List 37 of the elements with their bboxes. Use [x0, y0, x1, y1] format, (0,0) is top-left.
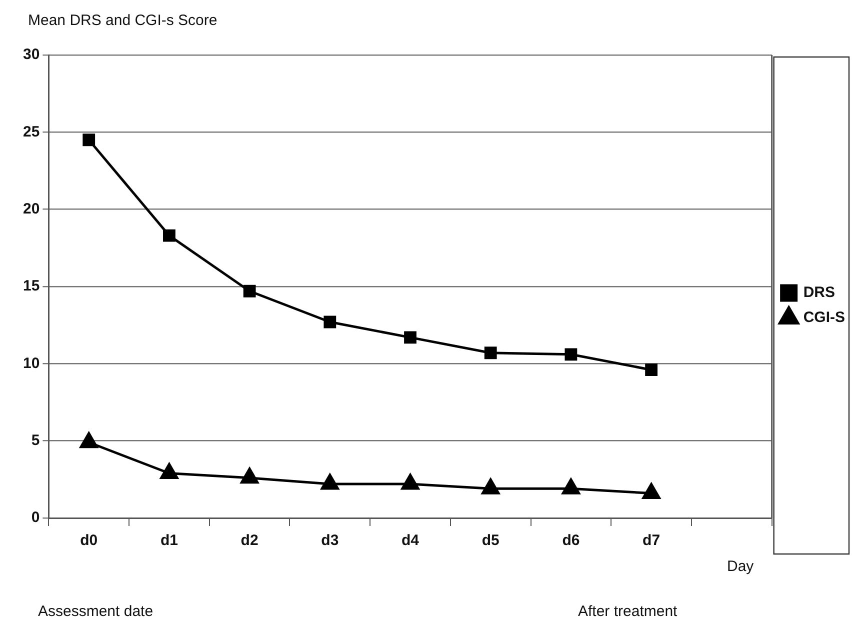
x-tick-label: d4	[402, 532, 420, 550]
legend-label: DRS	[803, 284, 836, 302]
point	[240, 468, 259, 484]
point	[160, 462, 178, 479]
text: After treatment	[578, 603, 678, 620]
y-axis-title: Mean DRS and CGI-s Score	[28, 12, 218, 29]
x-axis-title: Day	[727, 558, 754, 575]
point	[324, 316, 336, 328]
point	[163, 229, 176, 242]
y-tick-label: 20	[22, 200, 40, 218]
x-tick-label: d2	[240, 532, 258, 550]
y-tick-label: 15	[22, 278, 40, 295]
y-tick-label: 10	[22, 354, 40, 372]
text: Assessment date	[38, 603, 154, 620]
point	[645, 364, 658, 376]
x-tick-label: d6	[562, 532, 580, 550]
y-tick-label: 30	[22, 46, 40, 64]
y-tick-label: 25	[22, 123, 40, 140]
point	[243, 284, 256, 298]
x-tick-label: d3	[321, 532, 339, 550]
point	[482, 478, 500, 494]
x-tick-label: d0	[80, 532, 98, 550]
point	[564, 348, 578, 361]
point	[404, 331, 416, 344]
point	[401, 474, 420, 490]
legend-label: CGI-S	[803, 309, 846, 326]
x-tick-label: d7	[642, 532, 660, 550]
y-tick-label: 5	[31, 432, 40, 449]
x-tick-label: d5	[482, 532, 500, 550]
point	[82, 134, 96, 146]
point	[80, 432, 98, 448]
y-tick-label: 0	[31, 509, 40, 526]
point	[320, 474, 339, 490]
x-tick-label: d1	[160, 532, 178, 550]
point	[562, 478, 580, 494]
point	[642, 483, 660, 500]
point	[484, 346, 497, 360]
